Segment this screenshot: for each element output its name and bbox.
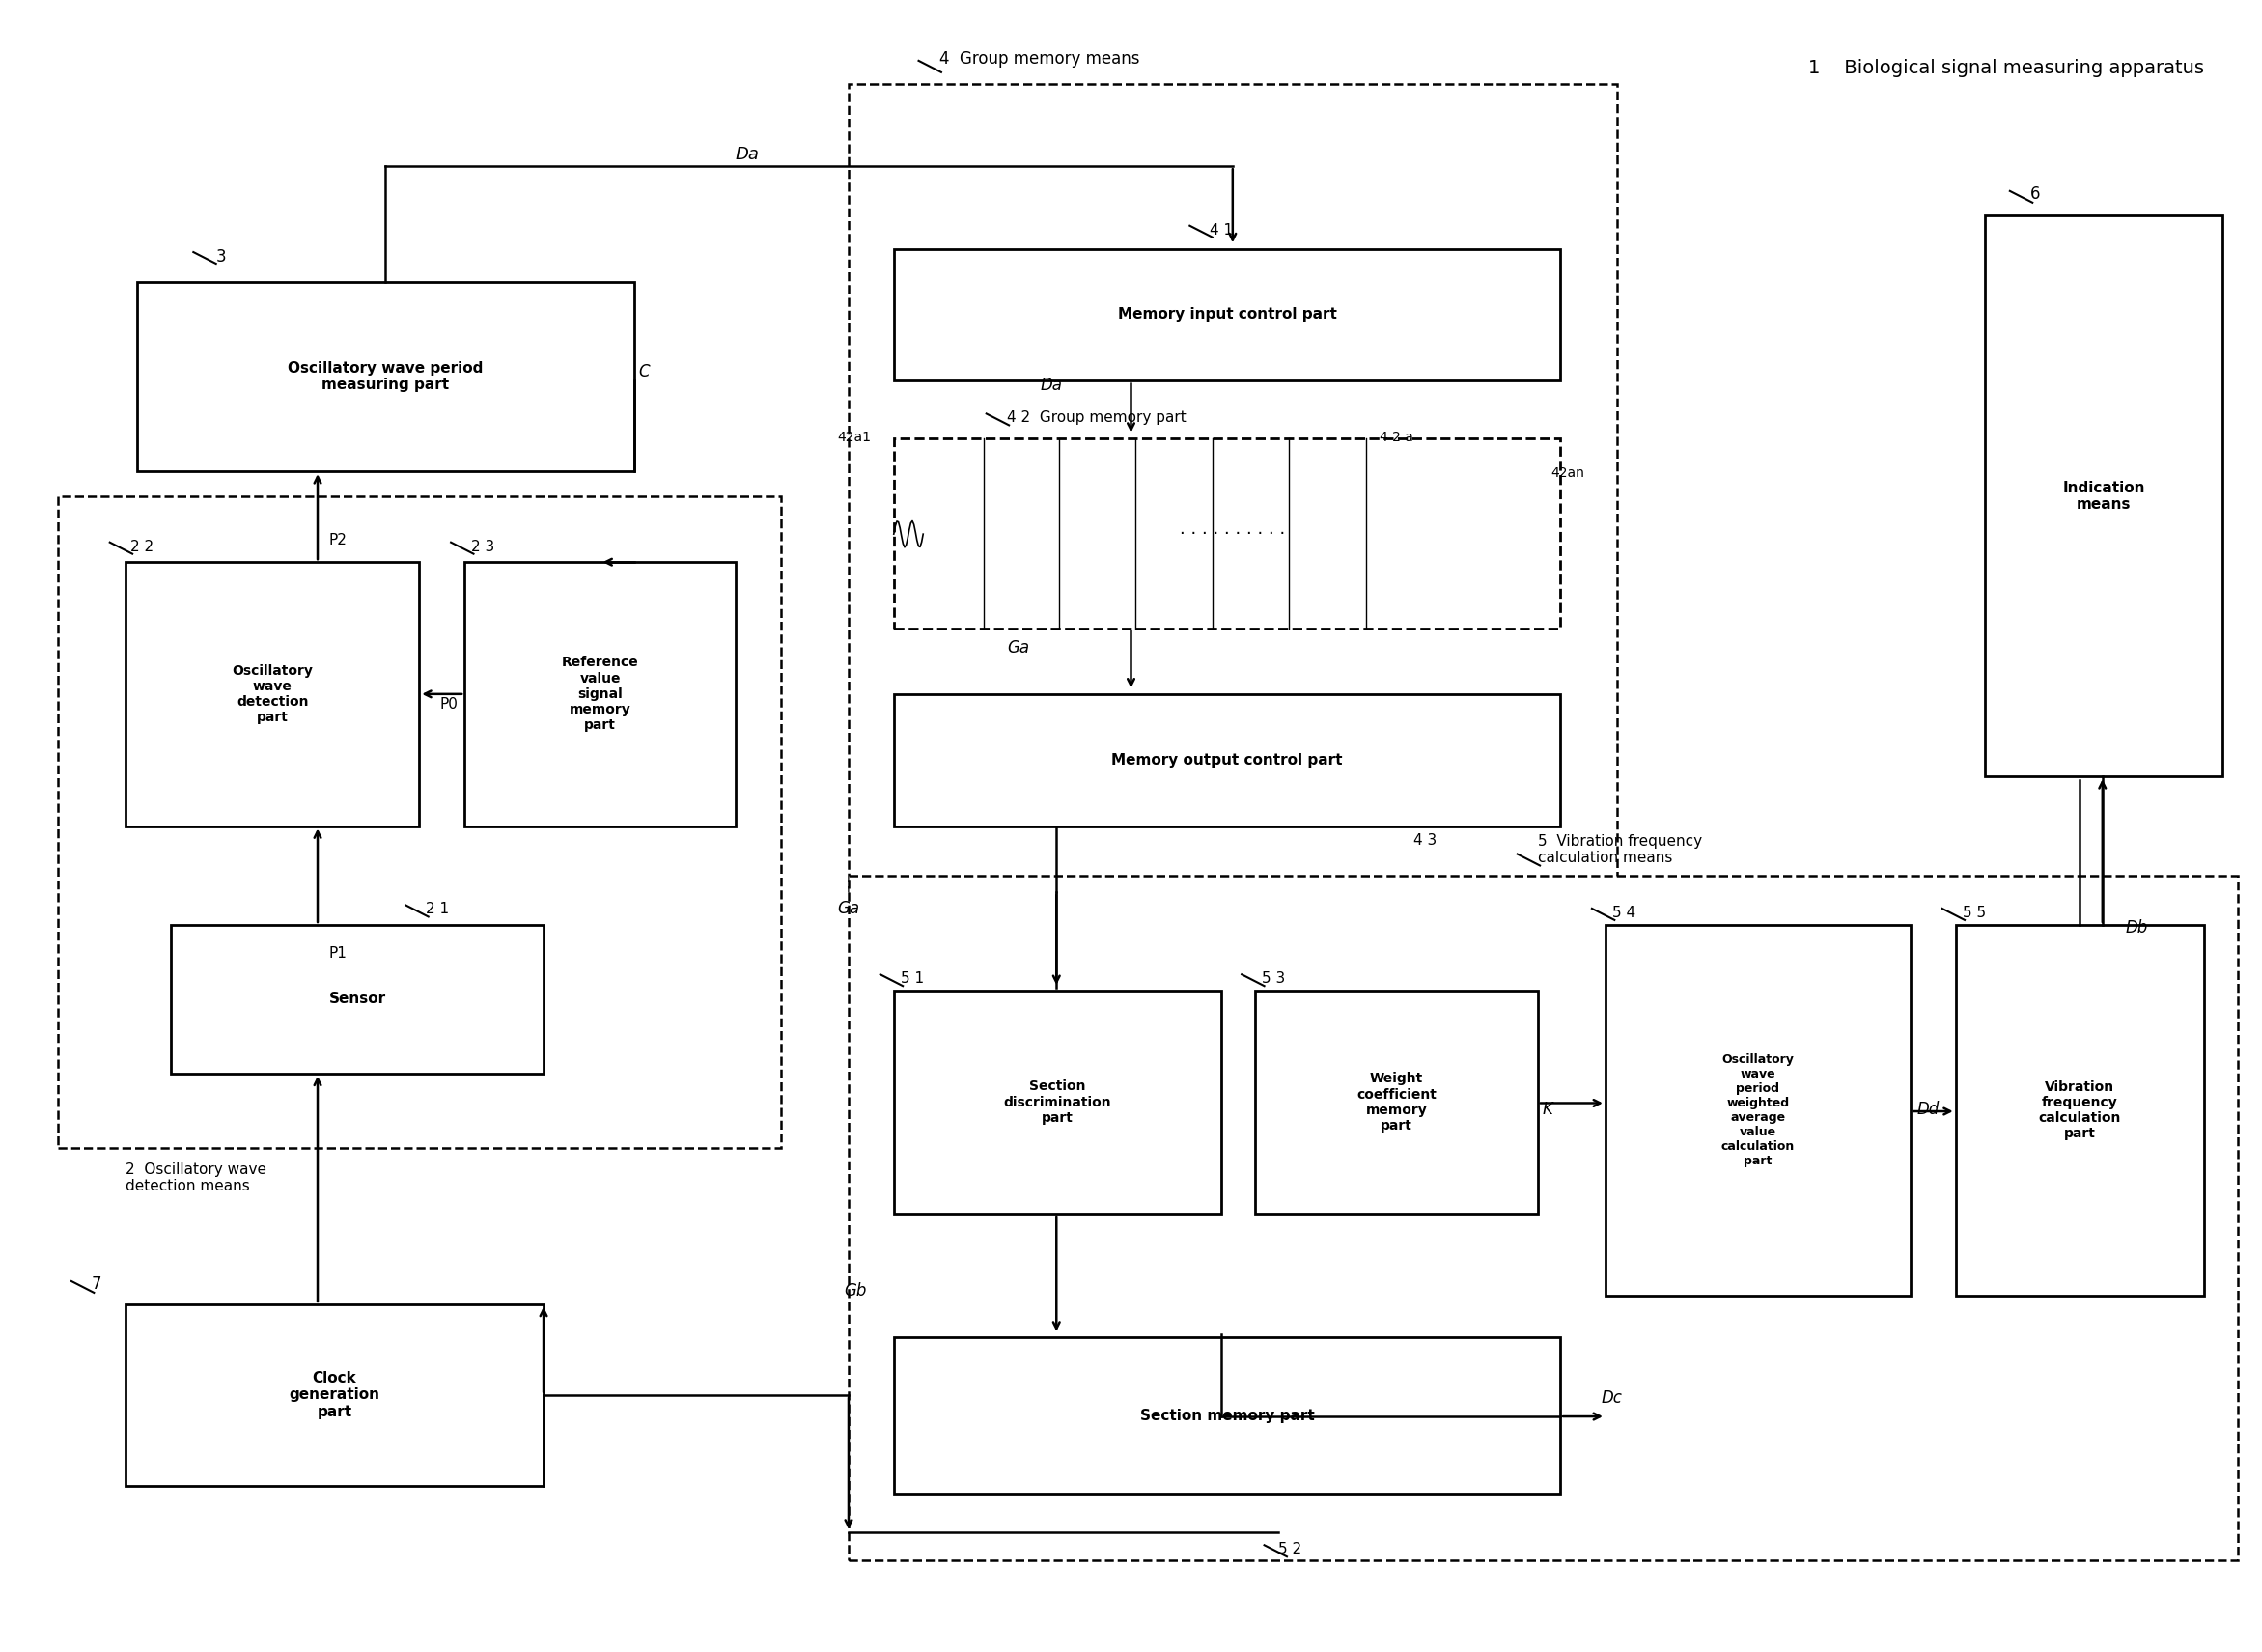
Text: Section memory part: Section memory part [1140, 1409, 1314, 1422]
Text: Reference
value
signal
memory
part: Reference value signal memory part [561, 656, 638, 732]
Text: 2 3: 2 3 [470, 540, 495, 553]
FancyBboxPatch shape [893, 991, 1221, 1214]
Text: Oscillatory wave period
measuring part: Oscillatory wave period measuring part [287, 360, 484, 392]
Text: 7: 7 [93, 1275, 102, 1294]
Text: K: K [1543, 1100, 1552, 1118]
Text: 2  Oscillatory wave
detection means: 2 Oscillatory wave detection means [127, 1163, 267, 1194]
Text: 5 3: 5 3 [1262, 971, 1285, 986]
Text: · · · · · · · · · ·: · · · · · · · · · · [1181, 525, 1285, 544]
Text: 5 1: 5 1 [900, 971, 923, 986]
Text: P2: P2 [328, 534, 346, 548]
Text: 6: 6 [2031, 185, 2040, 203]
Text: Clock
generation
part: Clock generation part [290, 1371, 380, 1419]
Text: 5 5: 5 5 [1963, 905, 1986, 920]
Text: 4 2 a: 4 2 a [1380, 430, 1414, 444]
Text: Dd: Dd [1918, 1100, 1941, 1118]
Text: Indication
means: Indication means [2063, 481, 2144, 512]
FancyBboxPatch shape [127, 562, 418, 826]
Text: Oscillatory
wave
detection
part: Oscillatory wave detection part [233, 664, 312, 724]
Text: 2 1: 2 1 [425, 902, 450, 917]
Text: Memory output control part: Memory output control part [1111, 753, 1344, 767]
Text: Weight
coefficient
memory
part: Weight coefficient memory part [1357, 1072, 1436, 1133]
FancyBboxPatch shape [848, 84, 1617, 892]
Text: 3: 3 [215, 248, 226, 266]
Text: 5  Vibration frequency
calculation means: 5 Vibration frequency calculation means [1538, 834, 1701, 866]
FancyBboxPatch shape [893, 438, 1561, 628]
Text: 2 2: 2 2 [131, 540, 154, 553]
FancyBboxPatch shape [893, 249, 1561, 380]
Text: Ga: Ga [1007, 639, 1029, 656]
Text: 1    Biological signal measuring apparatus: 1 Biological signal measuring apparatus [1807, 59, 2203, 78]
Text: 5 4: 5 4 [1613, 905, 1635, 920]
FancyBboxPatch shape [1606, 925, 1911, 1297]
Text: Da: Da [1041, 377, 1063, 393]
Text: Oscillatory
wave
period
weighted
average
value
calculation
part: Oscillatory wave period weighted average… [1721, 1054, 1794, 1168]
Text: 42a1: 42a1 [837, 430, 871, 444]
Text: Section
discrimination
part: Section discrimination part [1004, 1080, 1111, 1125]
FancyBboxPatch shape [138, 282, 633, 471]
FancyBboxPatch shape [464, 562, 735, 826]
Text: Dc: Dc [1601, 1389, 1622, 1406]
Text: Vibration
frequency
calculation
part: Vibration frequency calculation part [2038, 1080, 2122, 1142]
Text: Ga: Ga [837, 900, 860, 917]
Text: 42an: 42an [1552, 466, 1586, 481]
Text: Sensor: Sensor [328, 991, 387, 1006]
Text: Gb: Gb [844, 1282, 866, 1300]
FancyBboxPatch shape [893, 694, 1561, 826]
Text: P0: P0 [439, 697, 457, 712]
Text: Db: Db [2124, 920, 2147, 937]
Text: 4  Group memory means: 4 Group memory means [939, 50, 1140, 68]
Text: Da: Da [735, 145, 760, 164]
FancyBboxPatch shape [127, 1305, 543, 1485]
Text: 4 3: 4 3 [1414, 833, 1436, 847]
Text: C: C [638, 363, 649, 380]
FancyBboxPatch shape [1255, 991, 1538, 1214]
FancyBboxPatch shape [172, 925, 543, 1074]
Text: 5 2: 5 2 [1278, 1543, 1301, 1556]
FancyBboxPatch shape [893, 1336, 1561, 1493]
FancyBboxPatch shape [848, 876, 2237, 1559]
FancyBboxPatch shape [1986, 216, 2221, 776]
Text: 4 1: 4 1 [1210, 223, 1233, 238]
Text: 4 2  Group memory part: 4 2 Group memory part [1007, 411, 1185, 425]
FancyBboxPatch shape [1957, 925, 2203, 1297]
Text: P1: P1 [328, 945, 346, 960]
FancyBboxPatch shape [59, 496, 780, 1148]
Text: Memory input control part: Memory input control part [1117, 307, 1337, 322]
